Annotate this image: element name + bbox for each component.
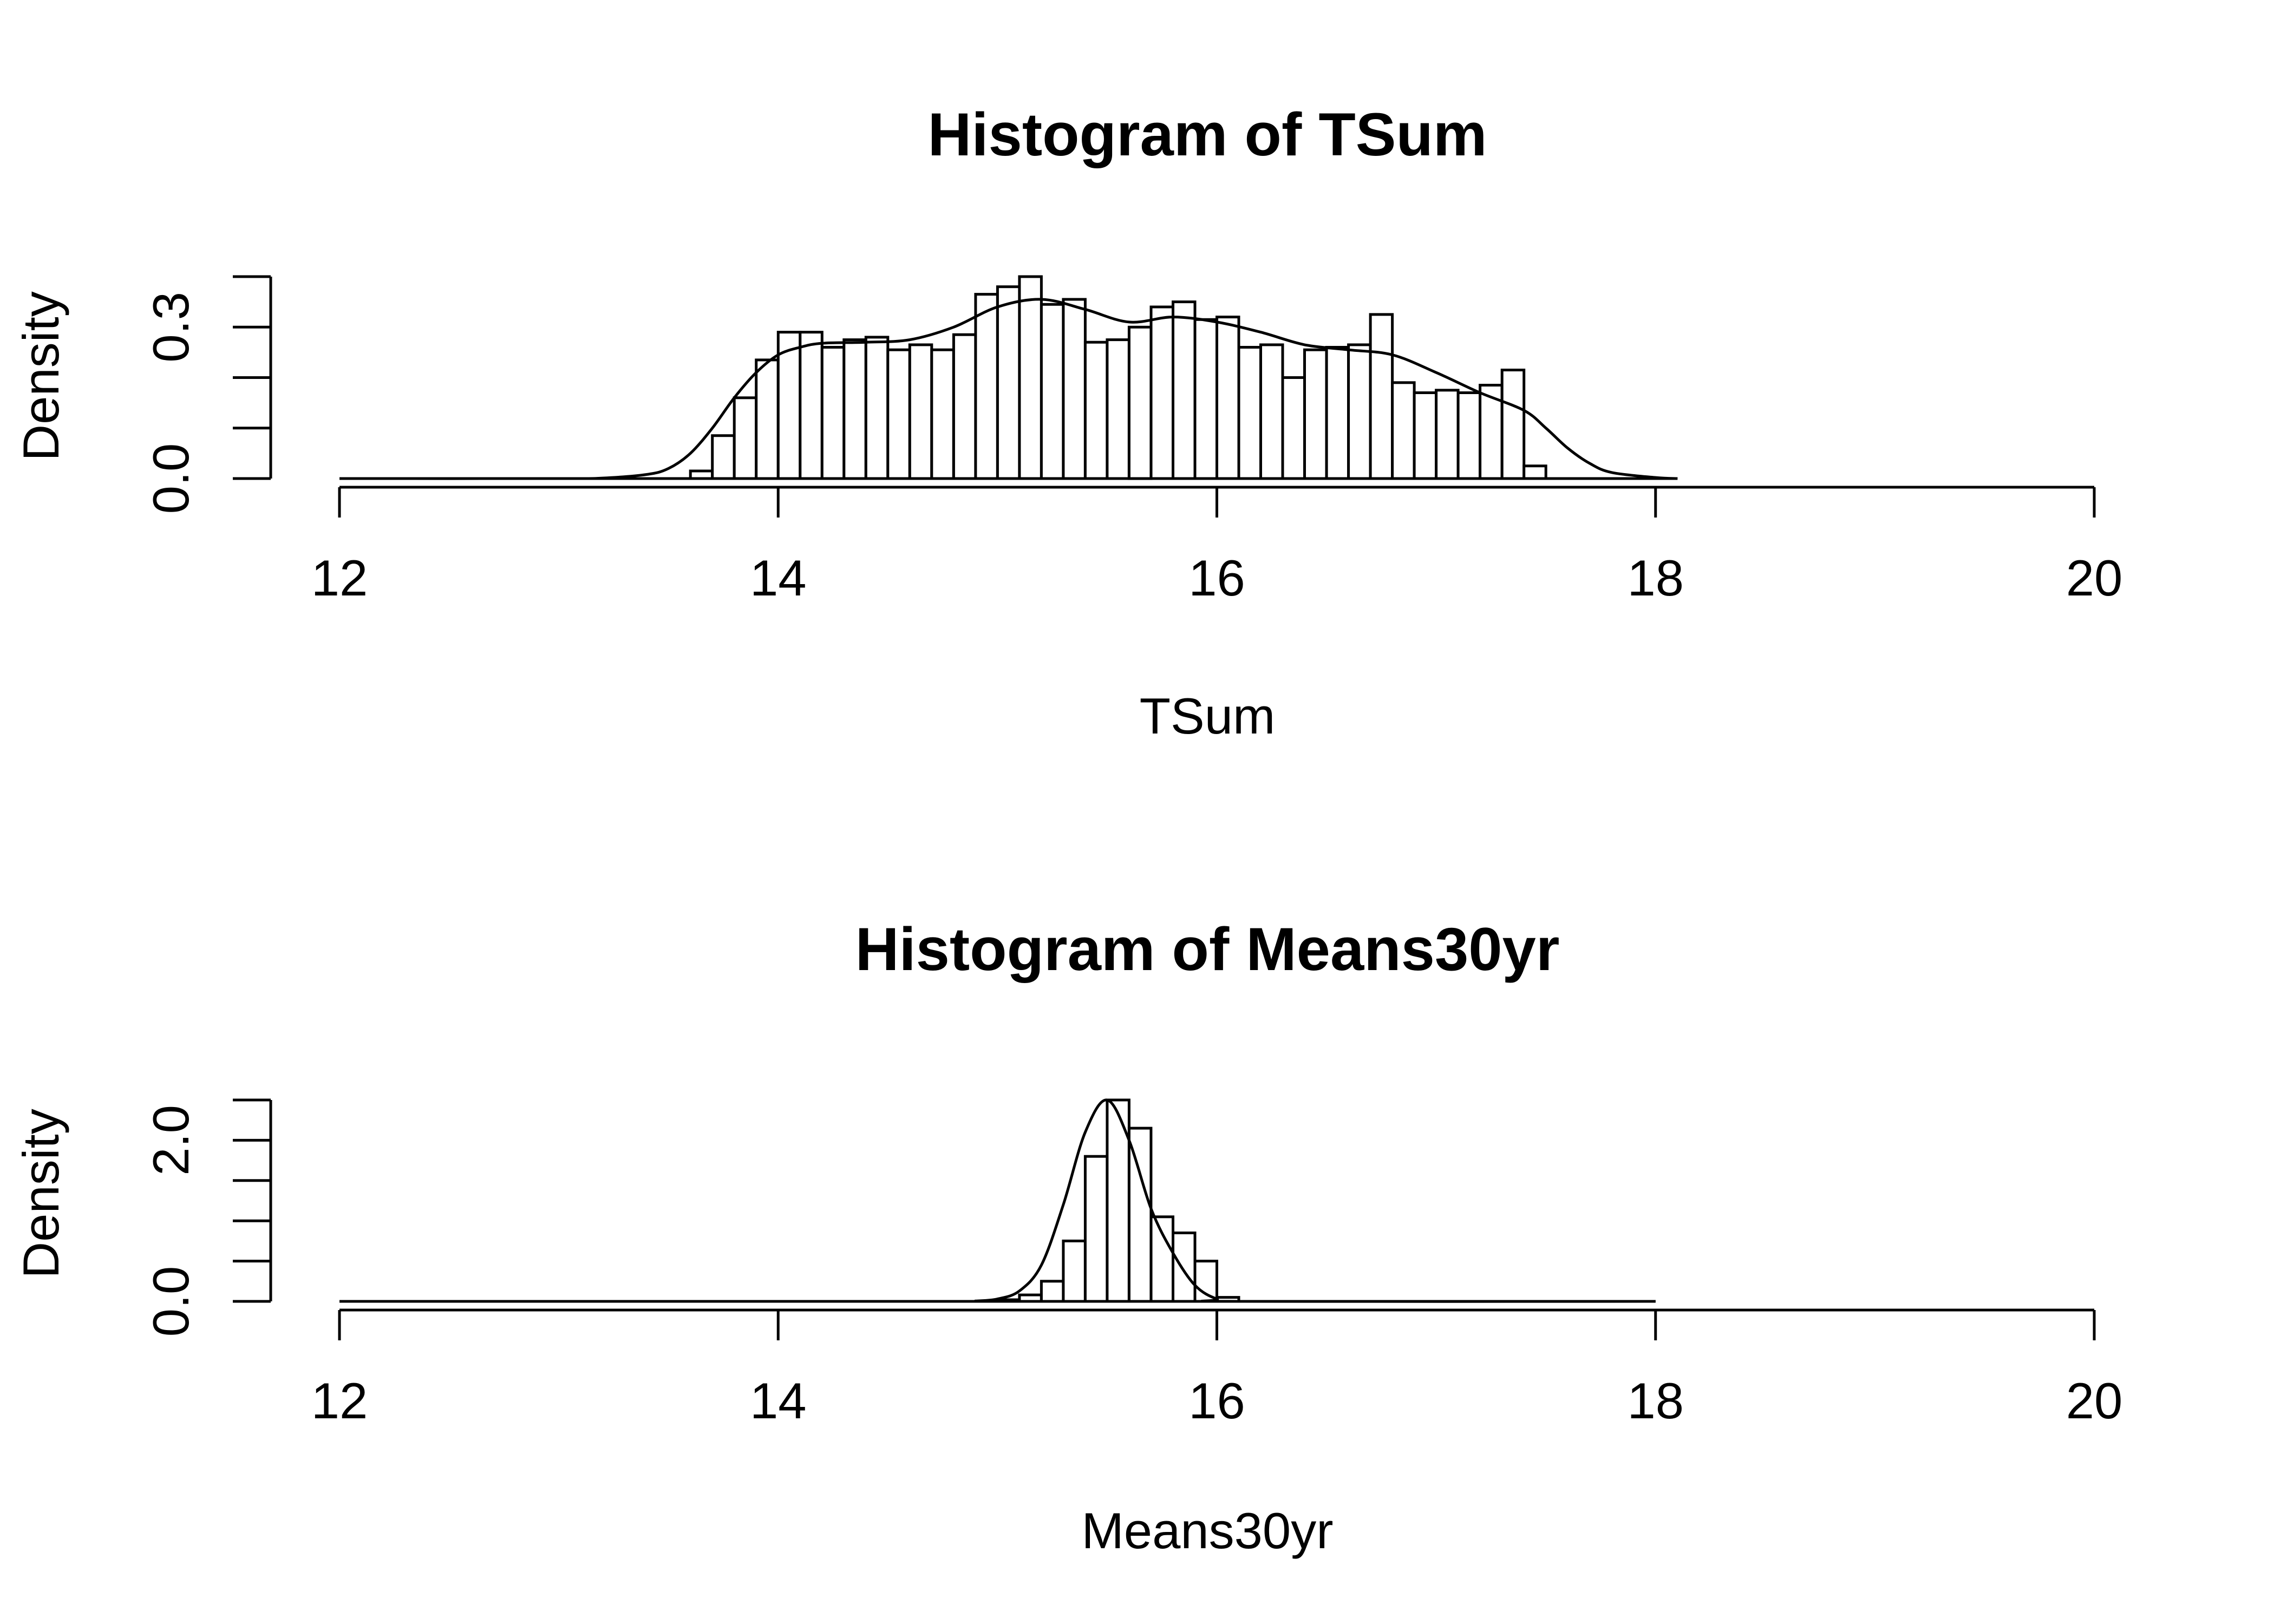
x-tick-label: 14 bbox=[750, 549, 807, 606]
histogram-bar bbox=[733, 396, 758, 480]
histogram-bar bbox=[1435, 389, 1460, 480]
x-tick-label: 20 bbox=[2066, 1372, 2123, 1429]
density-curve bbox=[339, 1098, 1656, 1303]
histogram-bars bbox=[996, 1098, 1240, 1303]
density-curve-group bbox=[339, 1098, 1656, 1303]
x-tick-label: 20 bbox=[2066, 549, 2123, 606]
y-tick-label: 0.3 bbox=[142, 292, 199, 363]
y-axis: 0.0 0.3 bbox=[142, 275, 272, 514]
histogram-bar bbox=[1040, 1280, 1065, 1303]
histogram-bar bbox=[1347, 343, 1372, 480]
histogram-bar bbox=[755, 358, 780, 480]
x-axis: 12 14 16 18 20 bbox=[311, 1308, 2123, 1429]
histogram-bar bbox=[1259, 343, 1284, 480]
histogram-bar bbox=[952, 333, 977, 480]
chart-title: Histogram of Means30yr bbox=[855, 915, 1560, 983]
histogram-bar bbox=[1018, 275, 1043, 480]
histogram-bar bbox=[1083, 340, 1109, 480]
histogram-bar bbox=[1040, 303, 1065, 480]
histogram-bar bbox=[996, 285, 1021, 480]
histogram-bar bbox=[1172, 300, 1197, 480]
x-tick-label: 12 bbox=[311, 549, 368, 606]
histogram-bar bbox=[776, 331, 802, 480]
histogram-bar bbox=[930, 348, 955, 480]
chart-title: Histogram of TSum bbox=[928, 101, 1487, 168]
histogram-bar bbox=[1303, 348, 1328, 480]
y-axis-title: Density bbox=[12, 1109, 69, 1278]
histogram-bar bbox=[1106, 338, 1131, 480]
x-axis: 12 14 16 18 20 bbox=[311, 486, 2123, 606]
histogram-bar bbox=[974, 293, 999, 480]
histogram-bar bbox=[1522, 464, 1547, 480]
panel-means30yr: Histogram of Means30yr Means30yr Density… bbox=[12, 915, 2122, 1559]
panel-tsum: Histogram of TSum TSum Density 12 14 16 18 2… bbox=[12, 101, 2122, 744]
y-axis: 0.0 2.0 bbox=[142, 1098, 272, 1337]
x-tick-label: 16 bbox=[1188, 1372, 1245, 1429]
histogram-bar bbox=[1456, 391, 1482, 480]
density-curve bbox=[339, 298, 1678, 480]
histogram-bar bbox=[1062, 1239, 1087, 1303]
histogram-bar bbox=[1193, 318, 1218, 480]
histogram-bar bbox=[820, 346, 846, 480]
x-tick-label: 18 bbox=[1627, 1372, 1684, 1429]
histogram-bar bbox=[1127, 325, 1153, 480]
histogram-bar bbox=[864, 336, 890, 480]
y-tick-label: 2.0 bbox=[142, 1105, 199, 1176]
histogram-bar bbox=[1369, 313, 1394, 480]
histogram-bar bbox=[1281, 376, 1306, 480]
x-tick-label: 16 bbox=[1188, 549, 1245, 606]
histogram-bars bbox=[689, 275, 1547, 480]
density-curve-group bbox=[339, 298, 1678, 480]
x-tick-label: 18 bbox=[1627, 549, 1684, 606]
histogram-bar bbox=[1325, 346, 1350, 480]
histogram-bar bbox=[1149, 305, 1174, 480]
histogram-bar bbox=[1237, 346, 1262, 480]
y-tick-label: 0.0 bbox=[142, 443, 199, 514]
histogram-bar bbox=[908, 343, 933, 480]
histogram-bar bbox=[1500, 369, 1526, 480]
x-axis-title: Means30yr bbox=[1082, 1502, 1334, 1559]
y-tick-label: 0.0 bbox=[142, 1266, 199, 1337]
histogram-bar bbox=[1391, 381, 1416, 480]
x-tick-label: 14 bbox=[750, 1372, 807, 1429]
histogram-bar bbox=[1413, 391, 1438, 480]
histogram-bar bbox=[1172, 1232, 1197, 1303]
histogram-bar bbox=[1149, 1215, 1174, 1303]
histogram-bar bbox=[711, 434, 736, 480]
histogram-bar bbox=[1127, 1127, 1153, 1303]
histogram-bar bbox=[1083, 1155, 1109, 1303]
x-tick-label: 12 bbox=[311, 1372, 368, 1429]
y-axis-title: Density bbox=[12, 291, 69, 461]
histogram-bar bbox=[842, 338, 867, 480]
histogram-bar bbox=[1216, 316, 1240, 480]
histogram-bar bbox=[1062, 298, 1087, 480]
x-axis-title: TSum bbox=[1140, 687, 1276, 744]
histogram-bar bbox=[799, 331, 824, 480]
histogram-bar bbox=[886, 348, 911, 480]
